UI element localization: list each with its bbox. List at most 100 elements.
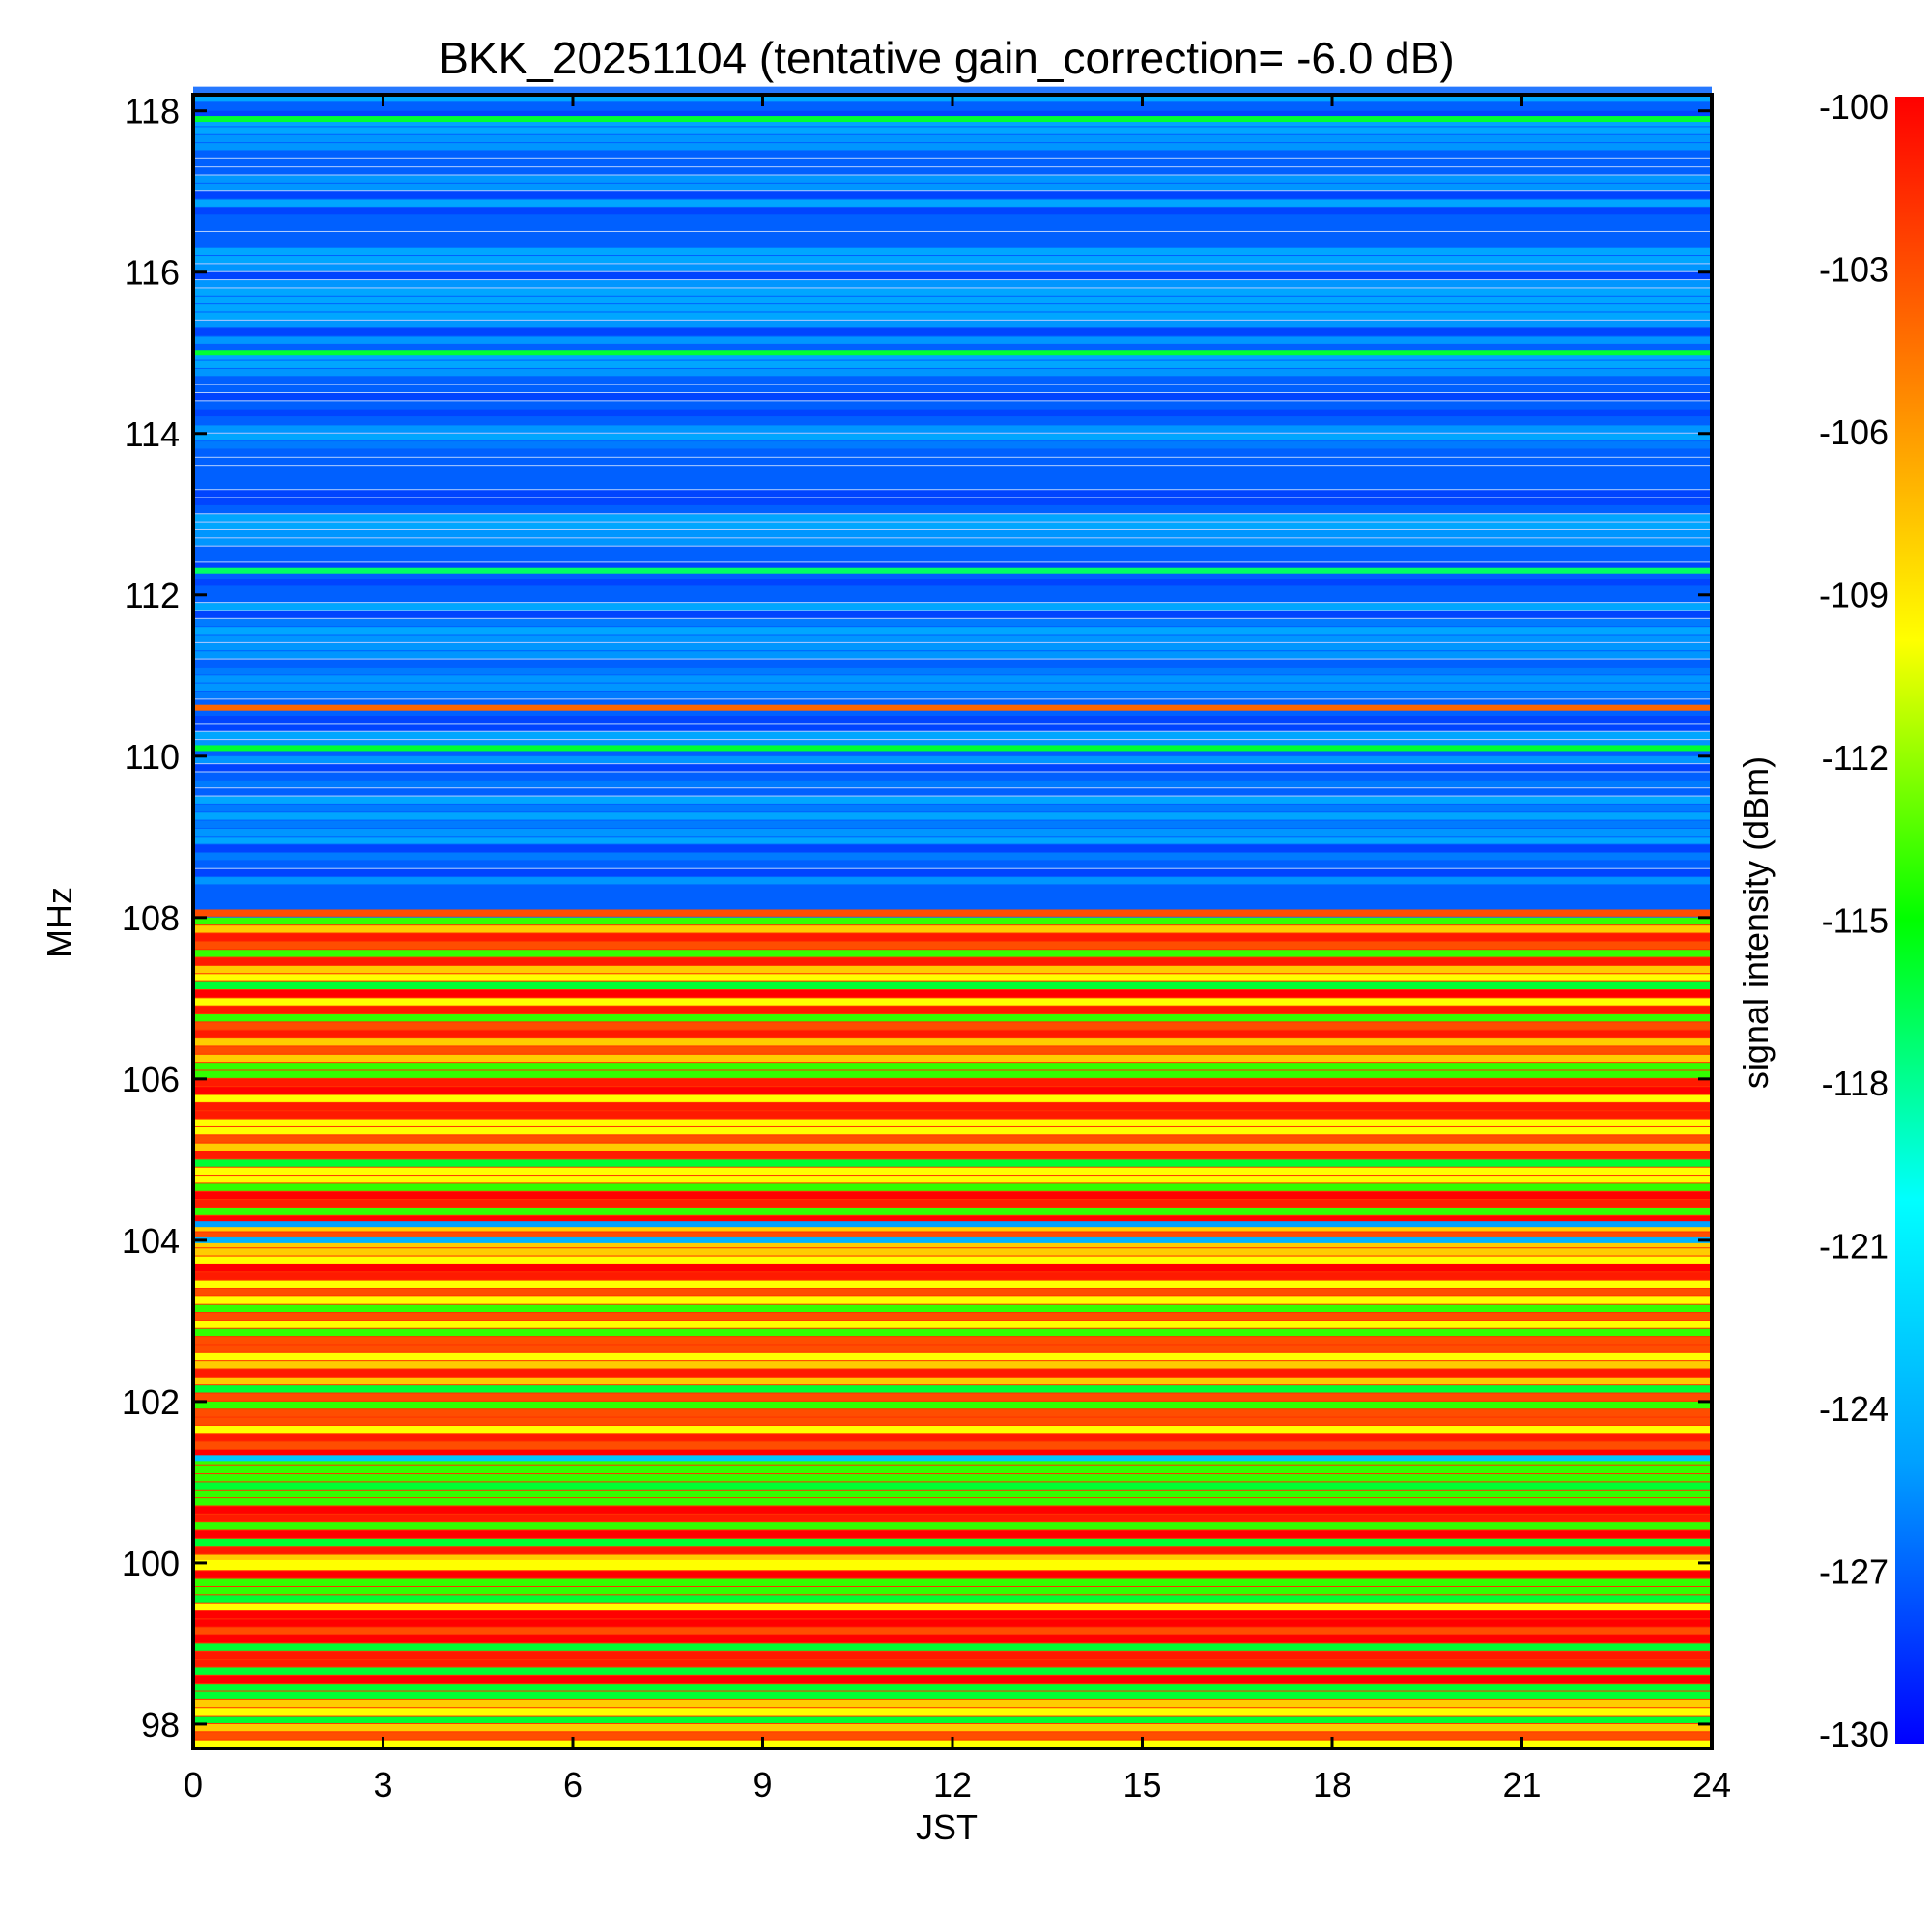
freq-row [193,667,1712,675]
freq-row [193,522,1712,529]
freq-row [193,1232,1712,1239]
freq-row [193,1732,1712,1740]
gap-line [193,230,1712,232]
freq-row [193,505,1712,514]
freq-row [193,497,1712,505]
gap-line [193,432,1712,434]
gap-line [193,497,1712,498]
freq-row [193,675,1712,683]
y-tick-label: 112 [125,576,180,615]
freq-row [193,1571,1712,1578]
colorbar-label: signal intensity (dBm) [1736,756,1776,1089]
y-axis-ticks: 98 100 102 104 106 108 110 112 114 116 118 [122,92,1712,1745]
freq-row [193,724,1712,731]
gap-line [193,730,1712,732]
freq-row [193,554,1712,562]
freq-row [193,514,1712,522]
freq-row [193,271,1712,280]
colorbar-tick-label: -130 [1819,1715,1889,1754]
freq-row [193,1482,1712,1490]
colorbar-tick-label: -100 [1819,87,1889,127]
freq-row [193,716,1712,724]
freq-row [193,925,1712,933]
freq-row [193,417,1712,425]
freq-row [193,231,1712,240]
freq-row [193,1087,1712,1094]
freq-row [193,1272,1712,1280]
freq-row [193,570,1712,579]
freq-row [193,256,1712,264]
freq-row [193,877,1712,885]
freq-row [193,1522,1712,1530]
gap-line [193,787,1712,789]
x-tick-label: 0 [184,1765,203,1804]
freq-row [193,1135,1712,1143]
freq-row [193,796,1712,804]
colorbar-tick-label: -109 [1819,576,1889,615]
freq-row [193,707,1712,716]
freq-row [193,1369,1712,1377]
freq-row [193,683,1712,691]
freq-row [193,1684,1712,1691]
signal-line [193,1236,1712,1243]
freq-row [193,1191,1712,1200]
freq-row [193,1119,1712,1126]
freq-row [193,1313,1712,1321]
freq-row [193,151,1712,158]
gap-line [193,456,1712,458]
freq-row [193,1562,1712,1571]
freq-row [193,820,1712,828]
freq-row [193,917,1712,925]
gap-line [193,763,1712,765]
spectrogram-texture [193,86,1712,1747]
freq-row [193,1022,1712,1030]
freq-row [193,909,1712,917]
freq-row [193,1603,1712,1611]
signal-line [193,1559,1712,1566]
freq-row [193,191,1712,199]
freq-row [193,1699,1712,1708]
signal-line [193,350,1712,356]
chart-title: BKK_20251104 (tentative gain_correction=… [439,33,1454,83]
freq-row [193,433,1712,441]
freq-row [193,1256,1712,1264]
freq-row [193,312,1712,320]
freq-row [193,1288,1712,1296]
freq-row [193,1635,1712,1643]
freq-row [193,1094,1712,1102]
freq-row [193,1151,1712,1159]
freq-row [193,812,1712,820]
gap-line [193,174,1712,176]
freq-row [193,264,1712,271]
freq-row [193,1465,1712,1474]
freq-row [193,1538,1712,1547]
freq-row [193,1716,1712,1723]
freq-row [193,86,1712,94]
colorbar [1895,97,1924,1744]
gap-line [193,658,1712,660]
freq-row [193,490,1712,497]
x-axis-ticks: 0 3 6 9 12 15 18 21 24 [184,95,1731,1804]
freq-row [193,748,1712,755]
gap-line [193,287,1712,289]
freq-row [193,1554,1712,1562]
freq-row [193,1224,1712,1232]
freq-row [193,143,1712,151]
gap-line [193,537,1712,539]
freq-row [193,780,1712,788]
freq-row [193,651,1712,659]
freq-row [193,247,1712,256]
freq-row [193,1611,1712,1619]
gap-line [193,528,1712,530]
freq-row [193,828,1712,837]
freq-row [193,691,1712,699]
freq-row [193,627,1712,635]
freq-row [193,1208,1712,1215]
freq-row [193,853,1712,861]
freq-row [193,1159,1712,1167]
gap-line [193,521,1712,523]
freq-row [193,1006,1712,1014]
colorbar-tick-label: -103 [1819,250,1889,290]
freq-row [193,215,1712,223]
